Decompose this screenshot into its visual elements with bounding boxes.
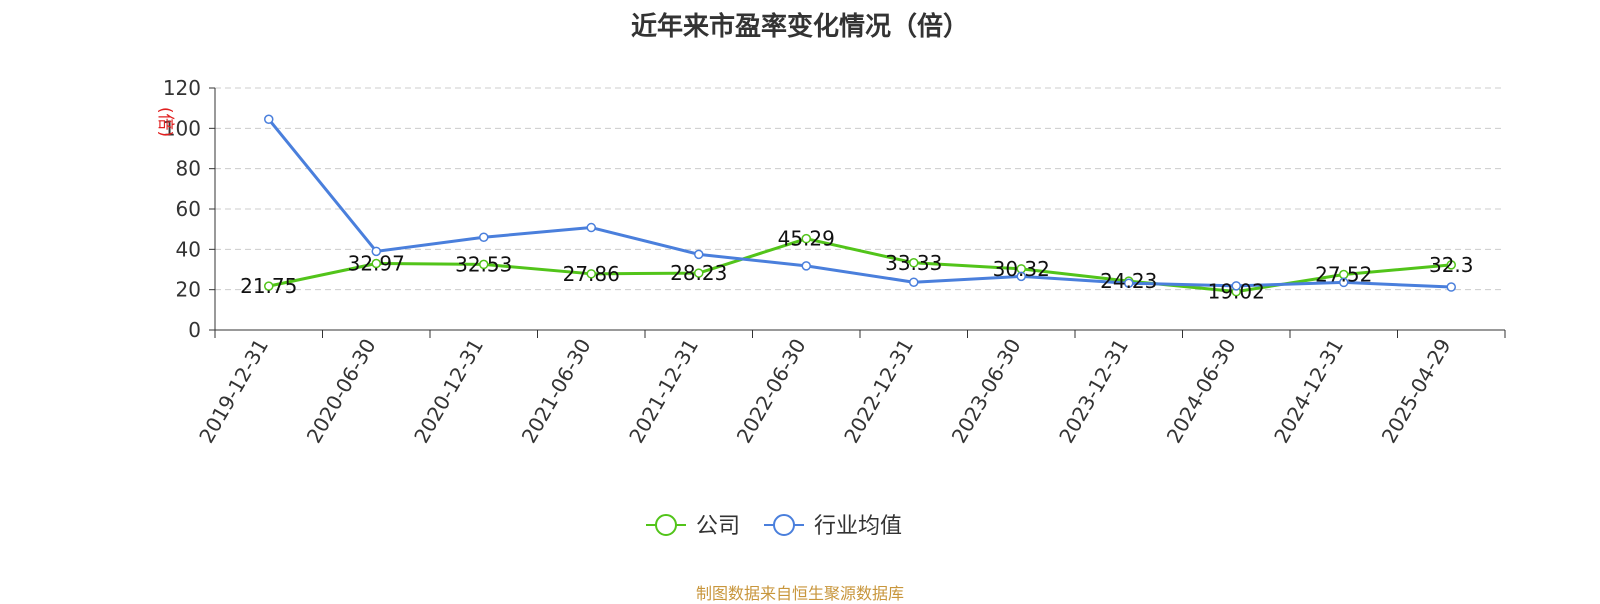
y-tick-label: 0: [188, 318, 201, 342]
data-point-series-0: [1446, 260, 1456, 270]
data-point-series-1: [801, 261, 811, 271]
data-point-series-0: [586, 269, 596, 279]
data-point-series-1: [1231, 281, 1241, 291]
data-source-note: 制图数据来自恒生聚源数据库: [695, 584, 904, 603]
x-tick-label: 2023-06-30: [947, 335, 1026, 448]
legend: 公司 行业均值: [646, 514, 902, 539]
data-label: 30.32: [993, 257, 1050, 281]
y-tick-label: 60: [176, 197, 201, 221]
data-label: 32.97: [348, 252, 405, 276]
x-tick-label: 2021-06-30: [517, 335, 596, 448]
data-point-series-1: [586, 222, 596, 233]
x-tick-label: 2023-12-31: [1054, 335, 1133, 448]
y-axis-label: (倍): [155, 107, 175, 137]
data-label: 28.23: [670, 261, 727, 285]
data-point-series-1: [694, 249, 704, 260]
y-tick-label: 100: [163, 116, 201, 140]
data-point-series-1: [1339, 277, 1349, 288]
data-label: 45.29: [778, 227, 835, 251]
data-point-series-1: [479, 232, 489, 242]
series-lines: [264, 114, 1456, 297]
y-tick-label: 20: [176, 278, 201, 302]
x-tick-label: 2020-12-31: [409, 335, 488, 448]
data-point-series-1: [1124, 278, 1134, 288]
y-tick-label: 40: [176, 237, 201, 261]
data-label: 33.33: [885, 251, 942, 275]
data-point-series-1: [371, 246, 381, 257]
legend-marker-0: [655, 514, 677, 536]
x-tick-label: 2025-04-29: [1377, 335, 1456, 448]
data-point-series-0: [371, 258, 381, 269]
data-point-series-0: [909, 258, 919, 268]
data-label: 27.52: [1315, 263, 1372, 287]
x-tick-label: 2022-06-30: [732, 335, 811, 448]
data-point-series-0: [801, 233, 811, 244]
data-point-series-0: [694, 268, 704, 278]
data-label: 21.75: [240, 274, 297, 298]
x-tick-label: 2022-12-31: [839, 335, 918, 448]
x-tick-label: 2019-12-31: [194, 335, 273, 448]
x-tick-label: 2020-06-30: [302, 335, 381, 448]
data-point-series-1: [909, 277, 919, 287]
data-label: 19.02: [1208, 280, 1265, 304]
data-point-series-1: [264, 114, 274, 125]
x-tick-label: 2024-12-31: [1269, 335, 1348, 448]
data-label: 24.23: [1100, 269, 1157, 293]
data-label: 32.3: [1429, 253, 1474, 277]
x-tick-label: 2021-12-31: [624, 335, 703, 448]
grid-lines: [215, 87, 1505, 291]
x-tick-label: 2024-06-30: [1162, 335, 1241, 448]
series-line-0: [268, 237, 1452, 294]
y-tick-label: 120: [163, 76, 201, 100]
data-label: 27.86: [563, 262, 620, 286]
chart-title: 近年来市盈率变化情况（倍）: [630, 12, 969, 42]
data-labels: 21.75 32.97 32.53 27.86 28.23 45.29 33.33 30.32…: [240, 227, 1473, 304]
legend-marker-1: [773, 514, 795, 536]
data-point-series-1: [1446, 282, 1456, 292]
legend-label-1: 行业均值: [814, 514, 902, 539]
data-point-series-0: [264, 281, 274, 291]
data-point-series-1: [1016, 271, 1026, 282]
data-label: 32.53: [455, 252, 512, 276]
data-point-series-0: [479, 259, 489, 270]
series-line-1: [267, 118, 1452, 289]
y-tick-label: 80: [176, 157, 201, 181]
legend-label-0: 公司: [696, 514, 740, 539]
